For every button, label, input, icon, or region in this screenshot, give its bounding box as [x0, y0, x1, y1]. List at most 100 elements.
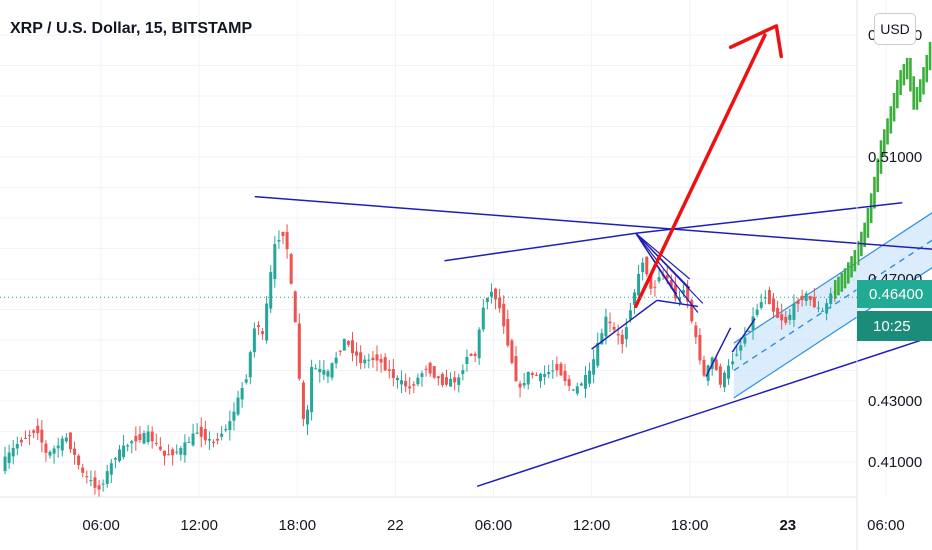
currency-button[interactable]: USD	[874, 13, 916, 45]
time-tick-label: 18:00	[279, 517, 317, 534]
candle-body	[297, 323, 301, 379]
candle-body	[432, 366, 436, 378]
candle-body	[207, 439, 211, 441]
candle-body	[755, 309, 759, 315]
candle-body	[355, 351, 359, 356]
candle-body	[187, 441, 191, 443]
candle-body	[616, 333, 620, 336]
candle-body	[829, 293, 833, 304]
candle-body	[551, 370, 555, 372]
candle-body	[44, 443, 48, 453]
candle-body	[559, 363, 563, 376]
candle-body	[232, 411, 236, 421]
candle-body	[306, 409, 310, 425]
candle-body	[130, 441, 134, 444]
candle-body	[502, 303, 506, 327]
candle-body	[702, 359, 706, 376]
candle-body	[763, 297, 767, 299]
candle-body	[420, 373, 424, 377]
candle-body	[727, 365, 731, 379]
candle-body	[293, 291, 297, 323]
candle-body	[216, 438, 220, 441]
candle-body	[371, 357, 375, 361]
candle-body	[796, 300, 800, 305]
candle-body	[138, 434, 142, 441]
time-tick-label: 22	[387, 517, 404, 534]
candle-body	[379, 359, 383, 363]
candle-body	[28, 435, 32, 437]
candle-body	[310, 366, 314, 413]
candle-countdown-label: 10:25	[857, 311, 932, 341]
candle-body	[788, 314, 792, 321]
fan-line	[635, 232, 699, 313]
candle-body	[436, 376, 440, 379]
candle-body	[555, 364, 559, 371]
candle-body	[633, 292, 637, 305]
candle-body	[228, 421, 232, 430]
last-price-label: 0.46400	[857, 280, 932, 308]
candle-body	[285, 232, 289, 250]
candle-body	[567, 379, 571, 386]
candle-body	[277, 240, 281, 242]
candle-body	[825, 303, 829, 314]
candle-body	[11, 447, 15, 457]
candle-body	[146, 431, 150, 443]
candle-body	[792, 303, 796, 320]
candle-body	[179, 448, 183, 455]
candle-body	[489, 291, 493, 297]
candle-body	[563, 370, 567, 381]
candle-body	[637, 273, 641, 296]
candle-body	[600, 333, 604, 345]
candle-body	[485, 297, 489, 302]
candle-body	[804, 293, 808, 301]
candle-body	[604, 316, 608, 337]
time-tick-label: 12:00	[573, 517, 611, 534]
candle-body	[167, 454, 171, 456]
candle-body	[759, 302, 763, 308]
candle-body	[350, 340, 354, 354]
candle-body	[518, 383, 522, 388]
fan-line	[635, 232, 704, 304]
channel-lower-line	[733, 267, 932, 399]
candle-body	[739, 345, 743, 351]
candle-body	[743, 337, 747, 344]
candle-body	[583, 375, 587, 389]
candle-body	[686, 286, 690, 302]
candle-body	[40, 429, 44, 443]
candle-body	[821, 310, 825, 312]
candle-body	[248, 352, 252, 378]
price-tick-label: 0.51000	[868, 149, 922, 166]
fan-line	[635, 232, 691, 280]
candle-body	[64, 437, 68, 442]
candle-body	[60, 438, 64, 451]
candle-body	[89, 480, 93, 482]
candle-body	[326, 371, 330, 377]
price-tick-label: 0.43000	[868, 393, 922, 410]
arrow-shaft	[633, 33, 767, 309]
candle-body	[256, 325, 260, 328]
candle-body	[240, 387, 244, 400]
candle-body	[575, 386, 579, 394]
candle-body	[682, 290, 686, 294]
candle-body	[506, 318, 510, 346]
candle-body	[449, 378, 453, 387]
candle-body	[273, 244, 277, 279]
candle-body	[400, 380, 404, 385]
candle-body	[363, 359, 367, 364]
candle-body	[494, 288, 498, 300]
candle-body	[383, 357, 387, 371]
candle-body	[224, 429, 228, 431]
candle-body	[23, 437, 27, 439]
candle-body	[93, 477, 97, 488]
candle-body	[588, 370, 592, 384]
candle-body	[628, 310, 632, 320]
candle-body	[780, 314, 784, 321]
candle-body	[498, 297, 502, 309]
candle-body	[85, 476, 89, 478]
candle-body	[816, 307, 820, 309]
candle-body	[220, 433, 224, 437]
candle-body	[342, 338, 346, 351]
candle-body	[122, 445, 126, 458]
candle-body	[142, 433, 146, 444]
